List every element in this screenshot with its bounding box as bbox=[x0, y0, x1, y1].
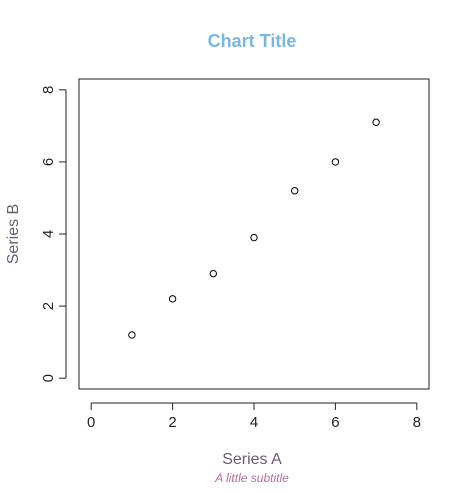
data-point bbox=[128, 331, 136, 339]
x-tick-label: 8 bbox=[413, 414, 421, 431]
x-axis: 0 2 4 6 8 bbox=[87, 402, 421, 431]
y-tick-label: 2 bbox=[40, 302, 57, 310]
chart-title: Chart Title bbox=[208, 31, 297, 51]
y-axis: 0 2 4 6 8 bbox=[40, 86, 67, 382]
x-tick-label: 6 bbox=[331, 414, 339, 431]
data-point bbox=[331, 158, 340, 166]
x-axis-label: Series A bbox=[222, 451, 282, 468]
plot-frame bbox=[78, 78, 430, 390]
x-tick-label: 0 bbox=[87, 414, 95, 431]
data-point bbox=[209, 269, 218, 278]
data-point bbox=[290, 187, 299, 195]
chart-subtitle: A little subtitle bbox=[214, 471, 289, 485]
y-tick-label: 0 bbox=[40, 374, 57, 382]
data-point bbox=[250, 233, 258, 242]
data-point bbox=[168, 295, 177, 303]
y-tick-label: 4 bbox=[40, 230, 57, 238]
y-tick-label: 6 bbox=[40, 158, 57, 166]
y-tick-label: 8 bbox=[40, 86, 57, 94]
data-point bbox=[372, 118, 380, 126]
y-axis-label: Series B bbox=[5, 204, 22, 264]
data-points bbox=[128, 118, 380, 339]
x-tick-label: 4 bbox=[250, 414, 258, 431]
x-tick-label: 2 bbox=[168, 414, 176, 431]
